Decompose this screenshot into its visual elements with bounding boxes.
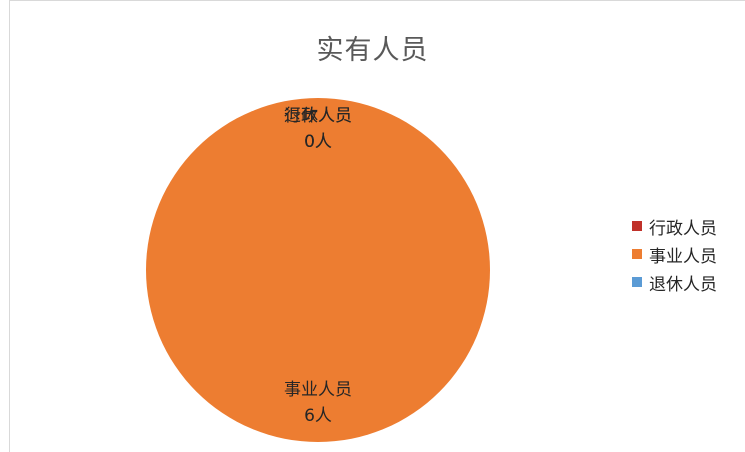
chart-title: 实有人员	[316, 35, 429, 66]
legend-item-行政人员: 行政人员	[632, 212, 742, 240]
legend-label: 退休人员	[649, 274, 717, 295]
data-label-value: 0人	[304, 132, 332, 152]
legend-swatch	[632, 249, 642, 259]
chart-border-top	[9, 0, 745, 1]
pie-slice-事业人员	[146, 98, 490, 442]
data-label-category: 退休人员	[284, 106, 352, 126]
legend: 行政人员 事业人员 退休人员	[632, 212, 742, 296]
data-label-category: 行政人员	[284, 106, 352, 126]
legend-label: 事业人员	[649, 246, 717, 267]
legend-swatch	[632, 221, 642, 231]
legend-item-退休人员: 退休人员	[632, 268, 742, 296]
legend-label: 行政人员	[649, 218, 717, 239]
pie-slices	[146, 98, 490, 442]
data-label-value: 0人	[304, 132, 332, 152]
chart-border-left	[9, 0, 10, 452]
data-label-value: 6人	[304, 406, 332, 426]
legend-swatch	[632, 277, 642, 287]
data-label-category: 事业人员	[284, 380, 352, 400]
legend-item-事业人员: 事业人员	[632, 240, 742, 268]
